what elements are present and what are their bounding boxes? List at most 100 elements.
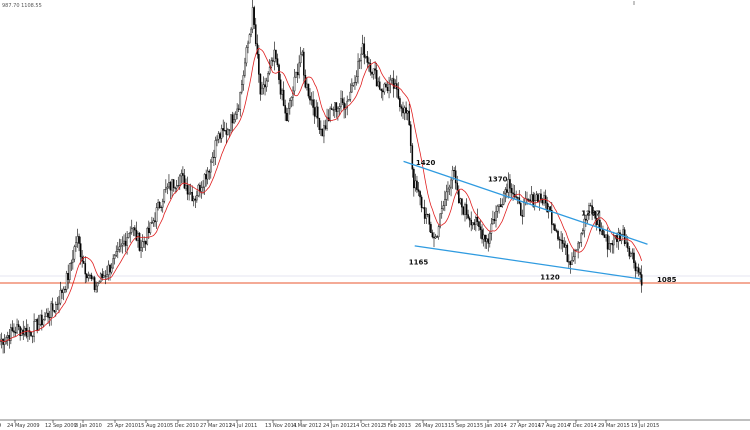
candle [448, 184, 451, 196]
candle [411, 143, 414, 178]
candle [279, 73, 282, 100]
candle [45, 308, 48, 317]
candle [143, 236, 145, 248]
candle [468, 216, 471, 228]
candle [535, 191, 538, 201]
candle [307, 83, 310, 99]
candle [637, 263, 640, 277]
candle [378, 76, 381, 91]
candle [382, 88, 384, 101]
candle [493, 211, 496, 224]
candle [48, 310, 51, 327]
candle [335, 102, 338, 118]
trendline[interactable] [403, 160, 648, 245]
candle [338, 103, 341, 116]
candle [555, 228, 558, 233]
candle [447, 181, 449, 201]
candle [168, 174, 170, 189]
price-tag-label: 1085 [657, 276, 677, 284]
candle [471, 222, 474, 230]
trendline[interactable] [414, 245, 642, 280]
candle [155, 202, 158, 229]
candle [397, 82, 400, 100]
candle [499, 197, 502, 208]
candle [295, 71, 297, 79]
candle [437, 224, 440, 240]
candle [59, 281, 62, 306]
candle [293, 68, 296, 95]
candle [374, 61, 376, 79]
x-tick-label: 24 Jun 2012 [323, 423, 353, 429]
candle [65, 270, 68, 293]
candle [11, 320, 14, 333]
candle [123, 234, 125, 247]
candle [599, 211, 601, 235]
candle [352, 82, 355, 87]
x-tick-label: 15 Aug 2010 [138, 423, 170, 429]
candle [423, 199, 426, 225]
candle [95, 281, 97, 293]
candle [253, 5, 256, 30]
candle [354, 75, 356, 90]
candle [227, 127, 229, 136]
candle [228, 129, 231, 138]
candle [147, 220, 150, 240]
candle [56, 297, 59, 310]
candle [51, 297, 54, 317]
candle [254, 17, 257, 47]
candle [473, 219, 476, 230]
candle [341, 90, 344, 106]
candle [504, 187, 507, 203]
candle [568, 254, 570, 268]
candle [347, 99, 350, 102]
candle [8, 328, 11, 349]
candle [309, 88, 311, 105]
candle [106, 265, 108, 281]
candle [96, 282, 99, 293]
candle [44, 312, 46, 321]
candle [120, 238, 122, 253]
candle [586, 212, 589, 224]
candle [247, 40, 249, 54]
candle [208, 169, 211, 180]
annotation-label: 1120 [540, 273, 560, 281]
candle [127, 233, 130, 239]
candle [537, 192, 539, 202]
trendlines [403, 160, 648, 280]
candle [30, 331, 32, 338]
candle [445, 184, 448, 206]
candle [461, 198, 463, 216]
candle [414, 173, 417, 192]
candle [551, 202, 553, 234]
candle [76, 228, 79, 248]
candle [177, 176, 180, 188]
candle [191, 185, 194, 202]
candle [290, 96, 293, 108]
candle [31, 335, 34, 344]
candle [434, 233, 437, 240]
candle [417, 181, 420, 197]
candle [368, 57, 370, 72]
candle [87, 271, 90, 282]
candle [377, 77, 380, 88]
candle [134, 225, 136, 237]
candle [552, 222, 555, 231]
candle [183, 169, 186, 190]
candle [121, 236, 124, 254]
candle [284, 99, 287, 121]
candle [357, 53, 359, 84]
candle [582, 228, 584, 236]
candle [330, 103, 333, 110]
candles-layer [0, 0, 643, 354]
x-tick-label: 25 Apr 2010 [107, 423, 138, 429]
candle [107, 260, 110, 281]
candle [157, 198, 159, 211]
candle [640, 265, 643, 293]
candle [392, 70, 395, 98]
candle [39, 314, 42, 327]
candle [589, 202, 592, 207]
candle [10, 323, 12, 345]
candle [118, 238, 121, 253]
candle [194, 195, 197, 209]
